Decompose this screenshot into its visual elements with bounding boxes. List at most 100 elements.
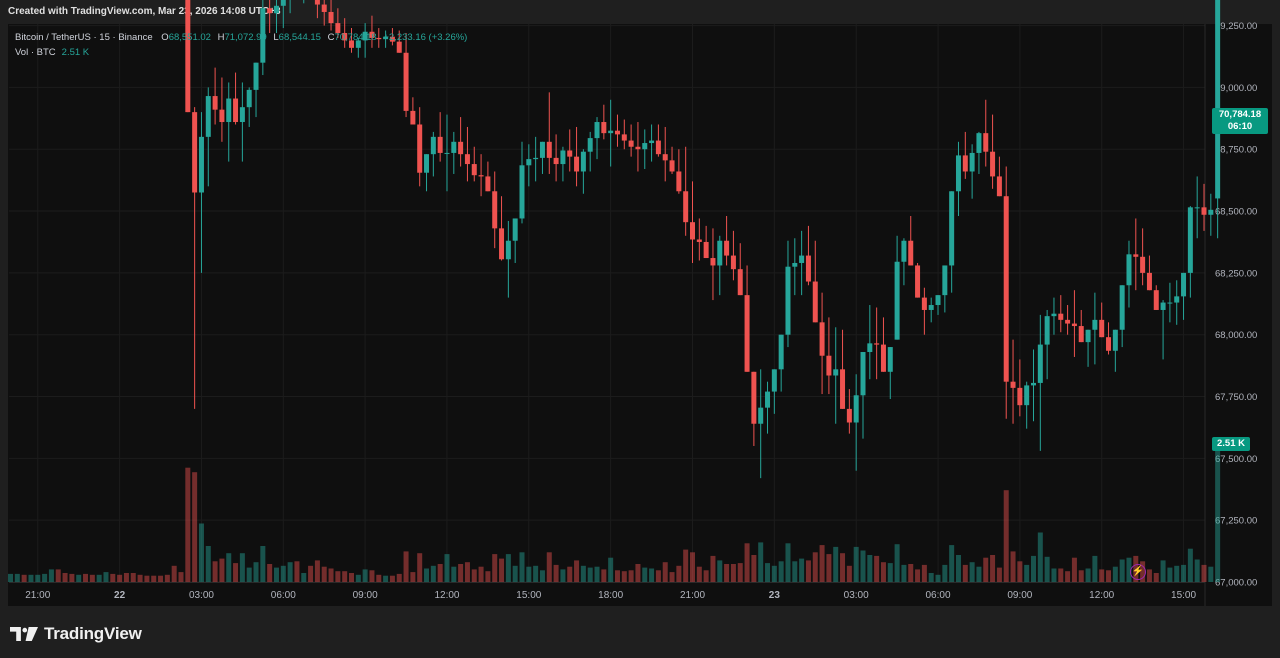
candle-body[interactable] <box>901 240 907 262</box>
candle-body[interactable] <box>205 96 211 137</box>
candle-body[interactable] <box>519 165 525 219</box>
candle-body[interactable] <box>533 157 539 160</box>
candle-body[interactable] <box>314 0 320 5</box>
candle-body[interactable] <box>1160 302 1166 310</box>
candle-body[interactable] <box>574 156 580 172</box>
candle-body[interactable] <box>396 41 402 53</box>
candle-body[interactable] <box>1010 381 1016 388</box>
candle-body[interactable] <box>778 334 784 370</box>
candle-body[interactable] <box>219 109 225 123</box>
candle-body[interactable] <box>410 110 416 125</box>
candle-body[interactable] <box>226 98 232 123</box>
candle-body[interactable] <box>880 344 886 372</box>
candle-body[interactable] <box>478 175 484 177</box>
candle-body[interactable] <box>983 133 989 152</box>
candle-body[interactable] <box>908 240 914 266</box>
candle-body[interactable] <box>765 391 771 408</box>
candle-body[interactable] <box>1140 256 1146 273</box>
candle-body[interactable] <box>335 23 341 33</box>
candle-body[interactable] <box>614 130 620 135</box>
candle-body[interactable] <box>567 150 573 157</box>
candle-body[interactable] <box>553 157 559 165</box>
candle-body[interactable] <box>451 141 457 153</box>
candle-body[interactable] <box>840 369 846 409</box>
candle-body[interactable] <box>1167 302 1173 304</box>
candle-body[interactable] <box>1037 344 1043 383</box>
candle-body[interactable] <box>246 89 252 108</box>
candle-body[interactable] <box>587 138 593 152</box>
candle-body[interactable] <box>724 240 730 256</box>
candle-body[interactable] <box>628 140 634 147</box>
candle-body[interactable] <box>990 151 996 177</box>
candle-body[interactable] <box>1044 316 1050 345</box>
candle-body[interactable] <box>969 152 975 172</box>
candle-body[interactable] <box>499 228 505 260</box>
candle-body[interactable] <box>635 146 641 150</box>
candle-body[interactable] <box>683 191 689 223</box>
candle-body[interactable] <box>662 154 668 161</box>
candle-body[interactable] <box>383 36 389 40</box>
candle-body[interactable] <box>703 241 709 259</box>
candle-body[interactable] <box>996 176 1002 197</box>
legend-symbol[interactable]: Bitcoin / TetherUS · 15 · Binance <box>15 32 153 43</box>
candle-body[interactable] <box>730 255 736 270</box>
candle-body[interactable] <box>1058 313 1064 320</box>
candle-body[interactable] <box>560 150 566 165</box>
candle-body[interactable] <box>1146 272 1152 291</box>
candle-body[interactable] <box>417 124 423 173</box>
candle-body[interactable] <box>1078 326 1084 343</box>
candle-body[interactable] <box>424 154 430 173</box>
candle-body[interactable] <box>1065 319 1071 324</box>
candle-body[interactable] <box>690 222 695 240</box>
candle-body[interactable] <box>267 8 273 14</box>
candle-body[interactable] <box>962 155 968 172</box>
candle-body[interactable] <box>512 218 518 241</box>
candle-body[interactable] <box>1181 272 1187 297</box>
candle-body[interactable] <box>1092 319 1098 330</box>
brand[interactable]: TradingView <box>10 624 142 644</box>
candle-body[interactable] <box>430 136 436 155</box>
candle-body[interactable] <box>389 36 395 42</box>
candle-body[interactable] <box>1112 329 1118 351</box>
lightning-icon[interactable]: ⚡ <box>1130 564 1146 580</box>
candle-body[interactable] <box>887 347 893 372</box>
candle-body[interactable] <box>526 159 532 166</box>
candle-body[interactable] <box>976 133 982 153</box>
candle-body[interactable] <box>942 265 948 296</box>
candle-body[interactable] <box>1194 207 1200 209</box>
candle-body[interactable] <box>621 134 627 141</box>
candle-body[interactable] <box>198 136 204 193</box>
candle-body[interactable] <box>192 112 198 193</box>
candle-body[interactable] <box>758 407 764 424</box>
candle-body[interactable] <box>805 255 811 282</box>
candle-body[interactable] <box>771 369 777 392</box>
candle-body[interactable] <box>1208 209 1214 215</box>
candle-body[interactable] <box>601 122 607 134</box>
candle-body[interactable] <box>485 176 491 192</box>
candle-body[interactable] <box>342 32 348 41</box>
candle-body[interactable] <box>676 171 682 192</box>
candle-body[interactable] <box>1024 385 1030 406</box>
candle-body[interactable] <box>696 239 702 242</box>
candle-body[interactable] <box>867 343 873 353</box>
candle-body[interactable] <box>349 40 354 48</box>
candle-body[interactable] <box>376 37 382 40</box>
candle-body[interactable] <box>737 269 743 296</box>
candle-body[interactable] <box>1215 0 1221 199</box>
candle-body[interactable] <box>492 191 498 229</box>
candle-body[interactable] <box>949 191 955 266</box>
candle-body[interactable] <box>1003 196 1009 382</box>
candle-body[interactable] <box>403 52 409 111</box>
candle-body[interactable] <box>894 261 900 340</box>
candle-body[interactable] <box>280 0 286 6</box>
candle-body[interactable] <box>655 140 661 155</box>
candlestick-chart[interactable]: 67,000.00 67,250.00 67,500.00 67,750.00 68,0… <box>0 0 1280 606</box>
candle-body[interactable] <box>212 96 218 110</box>
candle-body[interactable] <box>239 107 245 123</box>
candle-body[interactable] <box>539 141 545 158</box>
candle-body[interactable] <box>710 258 716 266</box>
candle-body[interactable] <box>233 98 239 123</box>
candle-body[interactable] <box>860 352 866 396</box>
candle-body[interactable] <box>355 40 361 48</box>
candle-body[interactable] <box>669 160 675 172</box>
